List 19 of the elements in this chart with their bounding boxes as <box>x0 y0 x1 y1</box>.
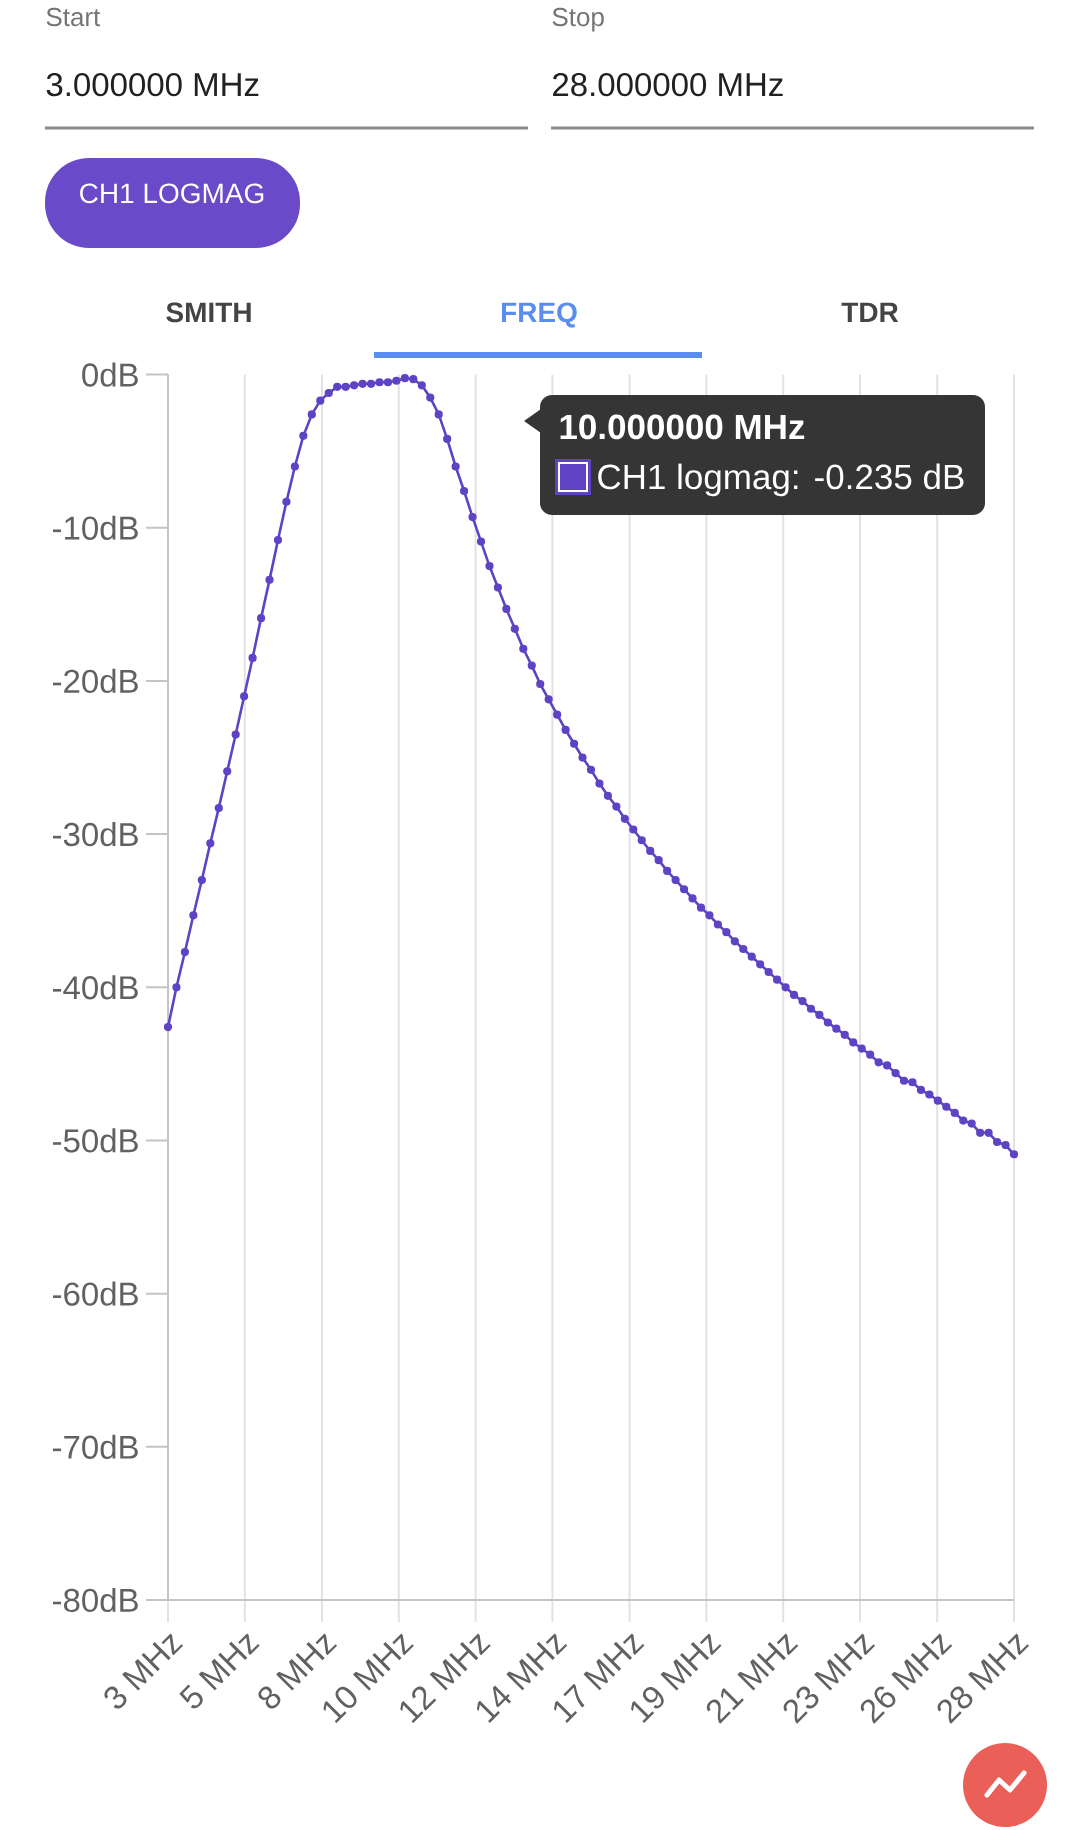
y-tick-label: 0dB <box>82 362 138 387</box>
y-tick-label: -40dB <box>53 975 138 1000</box>
y-tick-label: -10dB <box>53 515 138 540</box>
text: SMITH <box>166 302 251 323</box>
y-tick-label: -20dB <box>53 668 138 694</box>
text: Stop <box>552 7 604 32</box>
text: 28.000000 MHz <box>553 72 783 97</box>
y-tick-label: -60dB <box>53 1281 138 1306</box>
annotation: 10.000000 MHz <box>560 414 805 440</box>
text: Start <box>46 7 101 27</box>
text: TDR <box>841 302 899 322</box>
annotation: CH1 logmag: -0.235 dB <box>598 463 964 497</box>
text: 3.000000 MHz <box>46 72 259 97</box>
y-tick-label: -30dB <box>53 822 138 847</box>
y-tick-label: -50dB <box>53 1128 138 1153</box>
y-tick-label: -70dB <box>53 1434 138 1459</box>
y-tick-label: -80dB <box>53 1587 138 1613</box>
text: FREQ <box>501 302 577 328</box>
text: CH1 LOGMAG <box>80 183 264 204</box>
